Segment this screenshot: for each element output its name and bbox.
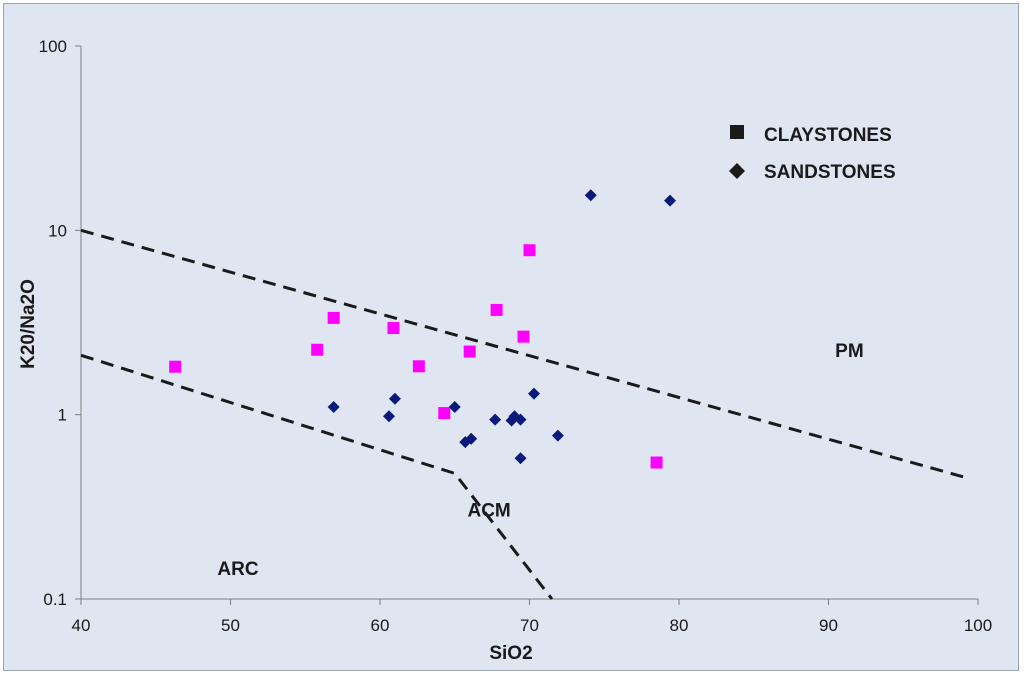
claystone-point <box>438 407 451 420</box>
x-tick-label: 90 <box>819 616 838 635</box>
claystone-point <box>387 322 400 335</box>
x-tick-label: 50 <box>221 616 240 635</box>
scatter-chart: 40 50 60 70 80 90 100 0.1 1 10 100 ARC ACM PM CLAYST… <box>18 37 993 664</box>
y-tick-label: 0.1 <box>43 590 67 609</box>
sandstone-point <box>527 387 540 400</box>
region-label-acm: ACM <box>467 501 510 522</box>
diamond-marker-icon <box>729 163 745 179</box>
boundary-line <box>80 228 964 479</box>
sandstone-point <box>448 401 461 414</box>
chart-frame: 40 50 60 70 80 90 100 0.1 1 10 100 ARC ACM PM CLAYST… <box>3 3 1019 671</box>
claystone-point <box>327 311 340 324</box>
claystone-point <box>523 244 536 257</box>
sandstone-point <box>514 452 527 465</box>
boundary-line <box>80 353 554 600</box>
y-tick-label: 100 <box>39 37 67 56</box>
claystone-point <box>490 303 503 316</box>
x-tick-label: 70 <box>520 616 539 635</box>
y-axis-title: K20/Na2O <box>18 279 39 369</box>
x-tick-label: 100 <box>964 616 992 635</box>
sandstone-point <box>327 401 340 414</box>
axes: 40 50 60 70 80 90 100 0.1 1 10 100 <box>39 37 993 635</box>
claystone-point <box>650 456 663 469</box>
sandstone-point <box>489 413 502 426</box>
sandstone-point <box>382 410 395 423</box>
region-labels: ARC ACM PM <box>217 341 863 580</box>
x-axis-title: SiO2 <box>489 643 532 664</box>
legend-label-sandstones: SANDSTONES <box>764 162 896 183</box>
x-tick-label: 80 <box>670 616 689 635</box>
sandstone-point <box>584 189 597 202</box>
sandstone-point <box>551 429 564 442</box>
square-marker-icon <box>730 125 744 139</box>
y-tick-label: 1 <box>58 406 67 425</box>
claystone-point <box>412 360 425 373</box>
region-label-pm: PM <box>835 341 864 362</box>
data-points <box>169 189 677 469</box>
sandstone-point <box>465 432 478 445</box>
sandstone-point <box>664 194 677 207</box>
sandstone-point <box>514 413 527 426</box>
legend-label-claystones: CLAYSTONES <box>764 125 892 146</box>
claystone-point <box>517 330 530 343</box>
x-tick-label: 60 <box>371 616 390 635</box>
claystone-point <box>463 345 476 358</box>
claystone-point <box>311 343 324 356</box>
legend: CLAYSTONES SANDSTONES <box>729 125 896 183</box>
boundary-lines <box>80 228 964 600</box>
y-tick-label: 10 <box>48 221 67 240</box>
region-label-arc: ARC <box>217 559 258 580</box>
claystone-point <box>169 360 182 373</box>
sandstone-point <box>388 392 401 405</box>
x-tick-label: 40 <box>72 616 91 635</box>
